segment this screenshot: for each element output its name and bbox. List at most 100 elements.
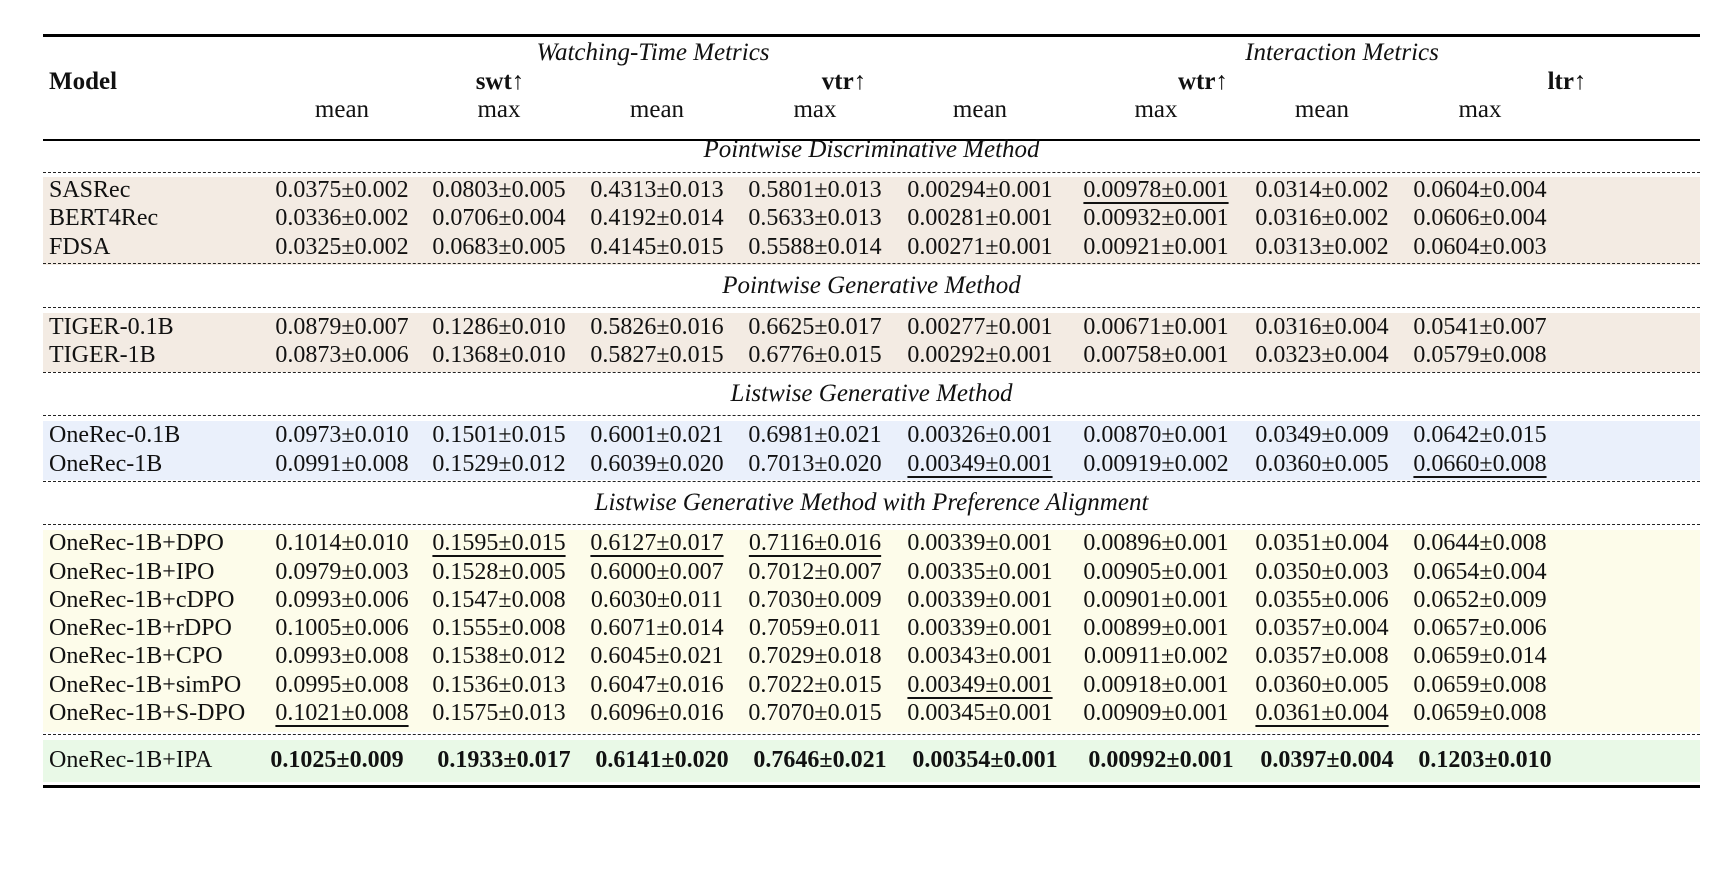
metric-cell: 0.00339±0.001 (907, 530, 1053, 556)
metric-cell: 0.1021±0.008 (275, 700, 409, 726)
metric-cell: 0.00899±0.001 (1083, 615, 1229, 641)
model-name: TIGER-1B (49, 342, 156, 368)
dashed-divider (43, 481, 1700, 482)
metric-cell-best: 0.7646±0.021 (753, 747, 887, 773)
metric-cell: 0.5801±0.013 (748, 177, 882, 203)
metric-cell: 0.00339±0.001 (907, 615, 1053, 641)
metric-cell: 0.1005±0.006 (275, 615, 409, 641)
subheader-max-5: max (1134, 96, 1178, 123)
metric-cell: 0.0879±0.007 (275, 314, 409, 340)
metric-cell: 0.6001±0.021 (590, 422, 724, 448)
metric-cell: 0.1555±0.008 (432, 615, 566, 641)
metric-swt: swt↑ (475, 68, 525, 95)
metric-cell: 0.1368±0.010 (432, 342, 566, 368)
metric-cell: 0.6127±0.017 (590, 530, 724, 556)
dashed-divider (43, 307, 1700, 308)
group-watching-time: Watching-Time Metrics (536, 39, 770, 66)
dashed-divider (43, 415, 1700, 416)
metric-cell: 0.0351±0.004 (1255, 530, 1389, 556)
group-interaction: Interaction Metrics (1245, 39, 1439, 66)
metric-cell: 0.0642±0.015 (1413, 422, 1547, 448)
metric-cell: 0.1547±0.008 (432, 587, 566, 613)
final-row-band (43, 740, 1700, 782)
section-band (43, 530, 1700, 732)
section-band (43, 421, 1700, 480)
metric-cell: 0.0993±0.008 (275, 643, 409, 669)
dashed-divider (43, 172, 1700, 173)
model-name: BERT4Rec (49, 205, 159, 231)
subheader-mean-2: mean (629, 96, 685, 123)
model-name: OneRec-1B+CPO (49, 643, 223, 669)
metric-cell: 0.5826±0.016 (590, 314, 724, 340)
section-title: Listwise Generative Method (730, 380, 1013, 407)
metric-cell: 0.00326±0.001 (907, 422, 1053, 448)
subheader-max-3: max (793, 96, 837, 123)
metric-cell: 0.0604±0.003 (1413, 234, 1547, 260)
metric-cell: 0.1014±0.010 (275, 530, 409, 556)
metric-cell: 0.00758±0.001 (1083, 342, 1229, 368)
metric-cell: 0.0316±0.004 (1255, 314, 1389, 340)
metric-cell: 0.7013±0.020 (748, 451, 882, 477)
metric-cell: 0.0606±0.004 (1413, 205, 1547, 231)
metric-cell: 0.0350±0.003 (1255, 559, 1389, 585)
metric-cell: 0.0360±0.005 (1255, 451, 1389, 477)
metric-cell: 0.0873±0.006 (275, 342, 409, 368)
metric-cell: 0.6071±0.014 (590, 615, 724, 641)
model-name-final: OneRec-1B+IPA (49, 747, 213, 773)
metric-cell: 0.00335±0.001 (907, 559, 1053, 585)
model-name: OneRec-1B+IPO (49, 559, 215, 585)
metric-cell: 0.7022±0.015 (748, 672, 882, 698)
section-title: Pointwise Generative Method (722, 272, 1021, 299)
metric-cell-best: 0.1203±0.010 (1418, 747, 1552, 773)
metric-cell: 0.4145±0.015 (590, 234, 724, 260)
metric-cell-best: 0.0397±0.004 (1260, 747, 1394, 773)
metric-cell: 0.00911±0.002 (1083, 643, 1229, 669)
metric-cell: 0.00271±0.001 (907, 234, 1053, 260)
metric-ltr: ltr↑ (1547, 68, 1587, 95)
model-name: OneRec-1B+DPO (49, 530, 224, 556)
metric-cell: 0.7012±0.007 (748, 559, 882, 585)
metric-cell: 0.6981±0.021 (748, 422, 882, 448)
metric-cell: 0.0579±0.008 (1413, 342, 1547, 368)
metric-cell: 0.7030±0.009 (748, 587, 882, 613)
metric-cell: 0.1529±0.012 (432, 451, 566, 477)
metric-cell: 0.00909±0.001 (1083, 700, 1229, 726)
metric-cell: 0.6000±0.007 (590, 559, 724, 585)
metric-cell: 0.6030±0.011 (590, 587, 724, 613)
dashed-divider (43, 734, 1700, 735)
metric-cell: 0.6039±0.020 (590, 451, 724, 477)
metric-cell: 0.0659±0.008 (1413, 700, 1547, 726)
metric-cell: 0.5827±0.015 (590, 342, 724, 368)
metric-cell-best: 0.6141±0.020 (595, 747, 729, 773)
metric-cell: 0.6776±0.015 (748, 342, 882, 368)
section-title: Pointwise Discriminative Method (703, 136, 1040, 163)
model-name: OneRec-1B+simPO (49, 672, 242, 698)
metric-cell: 0.6096±0.016 (590, 700, 724, 726)
metric-cell: 0.1536±0.013 (432, 672, 566, 698)
metric-cell: 0.0349±0.009 (1255, 422, 1389, 448)
bottom-rule (43, 785, 1700, 788)
metric-cell: 0.00919±0.002 (1083, 451, 1229, 477)
metric-cell: 0.0803±0.005 (432, 177, 566, 203)
model-name: TIGER-0.1B (49, 314, 174, 340)
subheader-mean-6: mean (1294, 96, 1350, 123)
metric-cell: 0.0336±0.002 (275, 205, 409, 231)
metric-cell: 0.0652±0.009 (1413, 587, 1547, 613)
metric-cell: 0.0323±0.004 (1255, 342, 1389, 368)
metric-vtr: vtr↑ (821, 68, 867, 95)
metric-cell: 0.0316±0.002 (1255, 205, 1389, 231)
metric-cell: 0.0654±0.004 (1413, 559, 1547, 585)
metric-cell: 0.0357±0.004 (1255, 615, 1389, 641)
metric-wtr: wtr↑ (1178, 68, 1228, 95)
metric-cell: 0.7059±0.011 (748, 615, 882, 641)
metric-cell: 0.1286±0.010 (432, 314, 566, 340)
dashed-divider (43, 524, 1700, 525)
model-name: OneRec-1B+rDPO (49, 615, 232, 641)
section-band (43, 177, 1700, 265)
metric-cell: 0.00349±0.001 (907, 672, 1053, 698)
top-rule (43, 34, 1700, 37)
metric-cell: 0.1538±0.012 (432, 643, 566, 669)
metric-cell: 0.0314±0.002 (1255, 177, 1389, 203)
metric-cell: 0.7070±0.015 (748, 700, 882, 726)
metric-cell: 0.0325±0.002 (275, 234, 409, 260)
